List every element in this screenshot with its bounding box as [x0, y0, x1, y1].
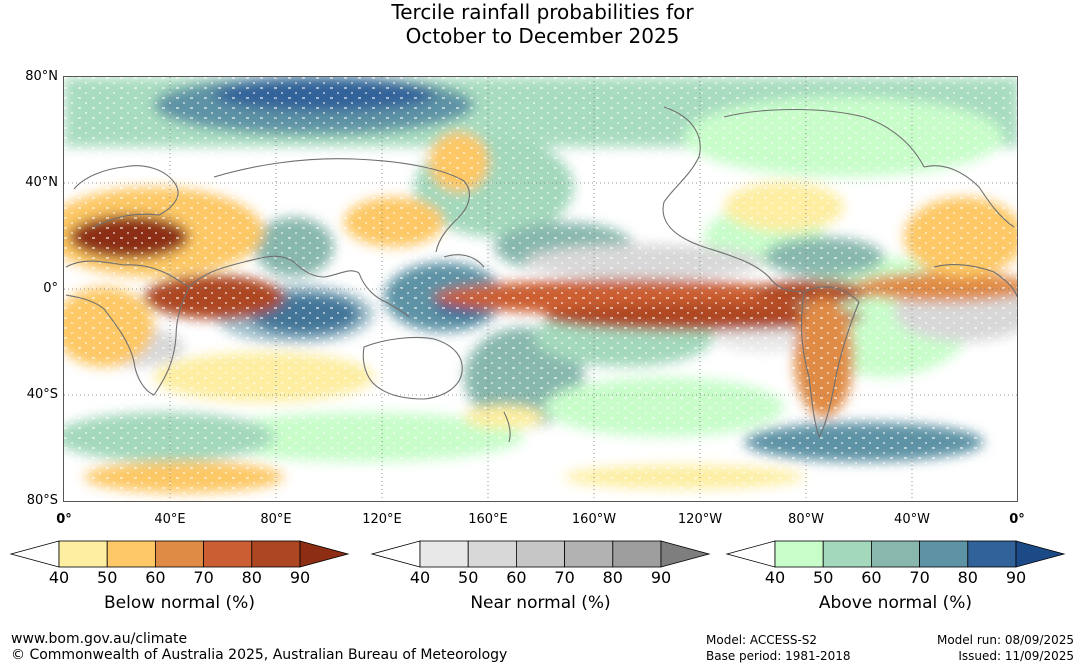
- colorbar-tick-label: 90: [650, 568, 672, 587]
- lat-label-equator: 0°: [43, 281, 58, 296]
- lon-label-80w: 80°W: [788, 512, 824, 527]
- title-line-2: October to December 2025: [405, 24, 680, 48]
- colorbar-tick-label: 50: [813, 568, 834, 587]
- title-line-1: Tercile rainfall probabilities for: [391, 0, 694, 24]
- legend-near-normal: 40 50 60 70 80 90: [370, 540, 711, 587]
- colorbar-tick-label: 70: [909, 568, 930, 587]
- colorbar-above-normal: [725, 540, 1066, 568]
- lon-label-160e: 160°E: [468, 512, 508, 527]
- colorbar-segment: [467, 540, 517, 568]
- legend-title-near-normal: Near normal (%): [470, 593, 611, 613]
- colorbar-tick-label: 80: [241, 568, 262, 587]
- lon-label-120e: 120°E: [362, 512, 402, 527]
- colorbar-segment: [774, 540, 824, 568]
- lat-label-80s: 80°S: [26, 493, 58, 508]
- lat-label-40s: 40°S: [26, 387, 58, 402]
- colorbar-segment: [967, 540, 1017, 568]
- colorbar-arrow-high: [660, 540, 711, 568]
- rainfall-probability-map: [63, 76, 1018, 502]
- footer-copyright: © Commonwealth of Australia 2025, Austra…: [11, 647, 508, 663]
- legend-title-above-normal: Above normal (%): [818, 593, 973, 613]
- colorbar-tick-label: 60: [506, 568, 527, 587]
- colorbar-tick-label: 50: [97, 568, 118, 587]
- colorbar-arrow-high: [299, 540, 350, 568]
- colorbar-arrow-low: [725, 540, 776, 568]
- colorbar-tick-label: 80: [957, 568, 978, 587]
- colorbar-tick-label: 80: [602, 568, 623, 587]
- lon-label-0-left: 0°: [56, 512, 72, 527]
- colorbar-arrow-high: [1015, 540, 1066, 568]
- footer-model: Model: ACCESS-S2: [706, 633, 818, 647]
- lon-label-120w: 120°W: [677, 512, 723, 527]
- lon-label-40e: 40°E: [154, 512, 186, 527]
- map-title: Tercile rainfall probabilities for Octob…: [0, 0, 1085, 48]
- colorbar-tick-label: 50: [458, 568, 479, 587]
- colorbar-segment: [515, 540, 565, 568]
- lon-label-40w: 40°W: [894, 512, 930, 527]
- colorbar-segment: [564, 540, 614, 568]
- lat-label-40n: 40°N: [25, 175, 58, 190]
- lon-label-160w: 160°W: [571, 512, 617, 527]
- colorbar-segment: [251, 540, 301, 568]
- colorbar-below-normal: [9, 540, 350, 568]
- noise-overlay: [64, 77, 1017, 501]
- coastlines: [65, 106, 1017, 443]
- colorbar-segment: [822, 540, 872, 568]
- legend-above-normal: 40 50 60 70 80 90: [725, 540, 1066, 587]
- colorbar-tick-label: 60: [145, 568, 166, 587]
- graticule: [64, 77, 1017, 501]
- colorbar-segment: [106, 540, 156, 568]
- footer-website: www.bom.gov.au/climate: [11, 631, 188, 647]
- colorbar-tick-label: 40: [764, 568, 786, 587]
- colorbar-segment: [919, 540, 969, 568]
- colorbar-segment: [870, 540, 920, 568]
- colorbar-near-normal: [370, 540, 711, 568]
- lon-label-0-right: 0°: [1009, 512, 1025, 527]
- colorbar-tick-label: 90: [289, 568, 311, 587]
- colorbar-arrow-low: [9, 540, 60, 568]
- colorbar-tick-label: 40: [409, 568, 431, 587]
- colorbar-tick-label: 70: [554, 568, 575, 587]
- colorbar-segment: [612, 540, 662, 568]
- lon-label-80e: 80°E: [260, 512, 292, 527]
- legend-below-normal: 40 50 60 70 80 90: [9, 540, 350, 587]
- colorbar-tick-label: 70: [193, 568, 214, 587]
- footer-base-period: Base period: 1981-2018: [706, 649, 851, 663]
- lat-label-80n: 80°N: [25, 69, 58, 84]
- colorbar-segment: [154, 540, 204, 568]
- colorbar-segment: [419, 540, 469, 568]
- legend-title-below-normal: Below normal (%): [104, 593, 255, 613]
- colorbar-segment: [58, 540, 108, 568]
- colorbar-tick-label: 90: [1005, 568, 1027, 587]
- footer-issued: Issued: 11/09/2025: [958, 649, 1074, 663]
- colorbar-arrow-low: [370, 540, 421, 568]
- colorbar-tick-label: 40: [48, 568, 70, 587]
- footer-model-run: Model run: 08/09/2025: [936, 633, 1074, 647]
- colorbar-segment: [203, 540, 253, 568]
- map-canvas: [64, 77, 1017, 501]
- colorbar-tick-label: 60: [861, 568, 882, 587]
